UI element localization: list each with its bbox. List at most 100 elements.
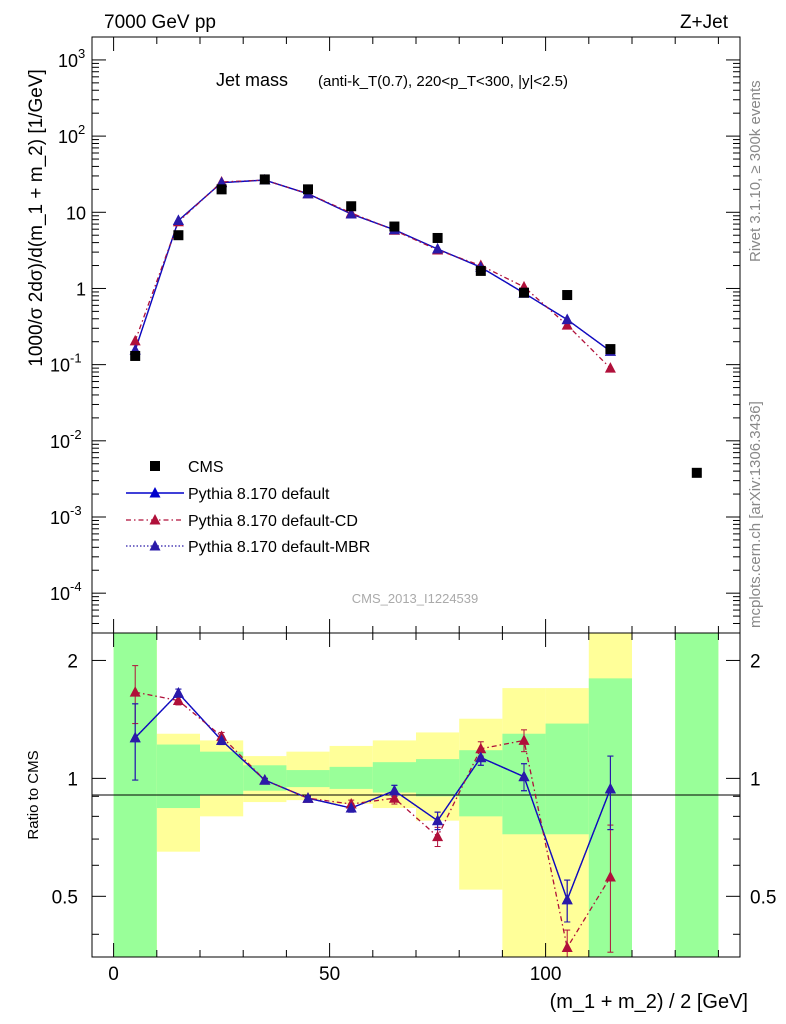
- ratio-marker: [561, 893, 573, 905]
- ratio-marker: [345, 802, 357, 813]
- legend: CMS Pythia 8.170 default Pythia 8.170 defa…: [126, 459, 370, 556]
- y-tick-label-exponent: -4: [70, 579, 82, 594]
- svg-text:Rivet 3.1.10, ≥ 300k events: Rivet 3.1.10, ≥ 300k events: [747, 80, 764, 262]
- side-text-rivet: Rivet 3.1.10, ≥ 300k events: [747, 80, 764, 262]
- ratio-marker: [129, 686, 141, 697]
- x-ticks: 0 50 100: [108, 37, 719, 985]
- ratio-marker: [604, 782, 616, 794]
- ratio-tick-label-left: 1: [67, 769, 78, 790]
- cms-data-point: [605, 344, 616, 355]
- ratio-marker: [129, 731, 141, 743]
- ratio-y-ticks: 2 2 1 1 0.5 0.5: [52, 651, 776, 935]
- cms-data-point: [130, 350, 141, 361]
- svg-text:Ratio to CMS: Ratio to CMS: [25, 750, 42, 839]
- main-y-axis-label: 1000/σ 2dσ)/d(m_1 + m_2) [1/GeV]: [26, 69, 47, 367]
- ratio-marker: [604, 871, 616, 882]
- legend-entry: Pythia 8.170 default-CD: [188, 513, 358, 530]
- header-left: 7000 GeV pp: [104, 12, 216, 33]
- cms-data-point: [389, 221, 400, 232]
- legend-marker: [149, 487, 161, 498]
- ratio-marker: [216, 734, 228, 745]
- svg-text:1000/σ 2dσ)/d(m_1 + m_2) [1/Ge: 1000/σ 2dσ)/d(m_1 + m_2) [1/GeV]: [26, 69, 47, 367]
- x-tick-label: 0: [108, 964, 119, 985]
- y-tick-label-exponent: 3: [78, 46, 85, 61]
- ratio-marker: [475, 751, 487, 763]
- cms-data-point: [173, 230, 184, 241]
- ratio-marker: [172, 687, 184, 698]
- ratio-marker: [302, 792, 314, 803]
- band-green: [200, 751, 244, 795]
- series-marker: [345, 207, 357, 219]
- ratio-marker: [518, 734, 530, 745]
- ratio-y-axis-label: Ratio to CMS: [25, 750, 42, 839]
- main-plot: Jet mass (anti-k_T(0.7), 220<p_T<300, |y…: [26, 36, 741, 634]
- ratio-marker: [388, 784, 400, 796]
- cms-data-point: [216, 184, 227, 195]
- legend-marker-cms: [150, 461, 160, 471]
- band-green: [329, 766, 373, 789]
- cms-data-point: [562, 290, 573, 301]
- y-tick-label-exponent: -1: [70, 351, 82, 366]
- ratio-marker: [172, 694, 184, 706]
- ratio-marker: [432, 830, 444, 842]
- ratio-tick-label-right: 0.5: [750, 887, 776, 908]
- header-right: Z+Jet: [680, 12, 729, 33]
- band-green: [156, 744, 200, 809]
- y-tick-label: 10: [58, 127, 78, 147]
- y-tick-label: 10: [50, 584, 70, 604]
- ratio-marker: [518, 770, 530, 782]
- x-tick-label: 100: [530, 964, 562, 985]
- ratio-line: [135, 691, 611, 950]
- svg-text:mcplots.cern.ch [arXiv:1306.34: mcplots.cern.ch [arXiv:1306.3436]: [747, 401, 764, 628]
- watermark: CMS_2013_I1224539: [352, 591, 479, 606]
- series-marker: [129, 334, 141, 346]
- y-tick-label: 10: [50, 508, 70, 528]
- series-marker: [561, 319, 573, 330]
- ratio-marker: [561, 941, 573, 953]
- cms-data-point: [691, 467, 702, 478]
- ratio-marker: [259, 774, 271, 785]
- series-marker: [604, 362, 616, 373]
- main-title-detail: (anti-k_T(0.7), 220<p_T<300, |y|<2.5): [318, 73, 568, 90]
- y-tick-label: 10: [50, 432, 70, 452]
- ratio-tick-label-right: 2: [750, 651, 761, 672]
- ratio-series-lines: [134, 691, 612, 950]
- ratio-marker: [432, 814, 444, 826]
- y-tick-label-exponent: 2: [78, 122, 85, 137]
- legend-entry: Pythia 8.170 default: [188, 486, 330, 503]
- cms-data-point: [475, 265, 486, 276]
- cms-data-point: [303, 184, 313, 195]
- legend-marker: [149, 540, 161, 551]
- side-text-site: mcplots.cern.ch [arXiv:1306.3436]: [747, 401, 764, 628]
- ratio-series-markers: [129, 686, 616, 953]
- series-line: [134, 179, 611, 352]
- series-marker: [432, 242, 444, 254]
- cms-data-point: [346, 201, 357, 212]
- cms-data-point: [519, 287, 529, 298]
- series-marker: [561, 313, 573, 325]
- y-tick-label: 10: [58, 51, 78, 71]
- x-axis-label: (m_1 + m_2) / 2 [GeV]: [550, 991, 748, 1013]
- cms-data-point: [259, 174, 270, 185]
- cms-data-points: [130, 174, 702, 478]
- y-tick-label: 10: [50, 356, 70, 376]
- ratio-tick-label-left: 0.5: [52, 887, 78, 908]
- ratio-tick-label-left: 2: [67, 651, 78, 672]
- main-series-lines: [134, 179, 611, 369]
- band-green: [416, 759, 460, 797]
- y-tick-label-exponent: -3: [70, 503, 82, 518]
- ratio-marker: [475, 742, 487, 754]
- legend-entry: Pythia 8.170 default-MBR: [188, 539, 370, 556]
- ratio-plot: 2 2 1 1 0.5 0.5 Ratio to CMS 0 50 100 (m_1 + m_…: [25, 37, 776, 1013]
- y-tick-label: 1: [76, 279, 86, 299]
- ratio-line: [134, 692, 612, 902]
- band-green: [286, 770, 330, 788]
- y-tick-label: 10: [66, 203, 86, 223]
- main-series-markers: [129, 174, 616, 373]
- legend-marker: [149, 514, 161, 525]
- band-green: [545, 723, 589, 835]
- legend-entry: CMS: [188, 459, 224, 476]
- series-marker: [172, 214, 184, 226]
